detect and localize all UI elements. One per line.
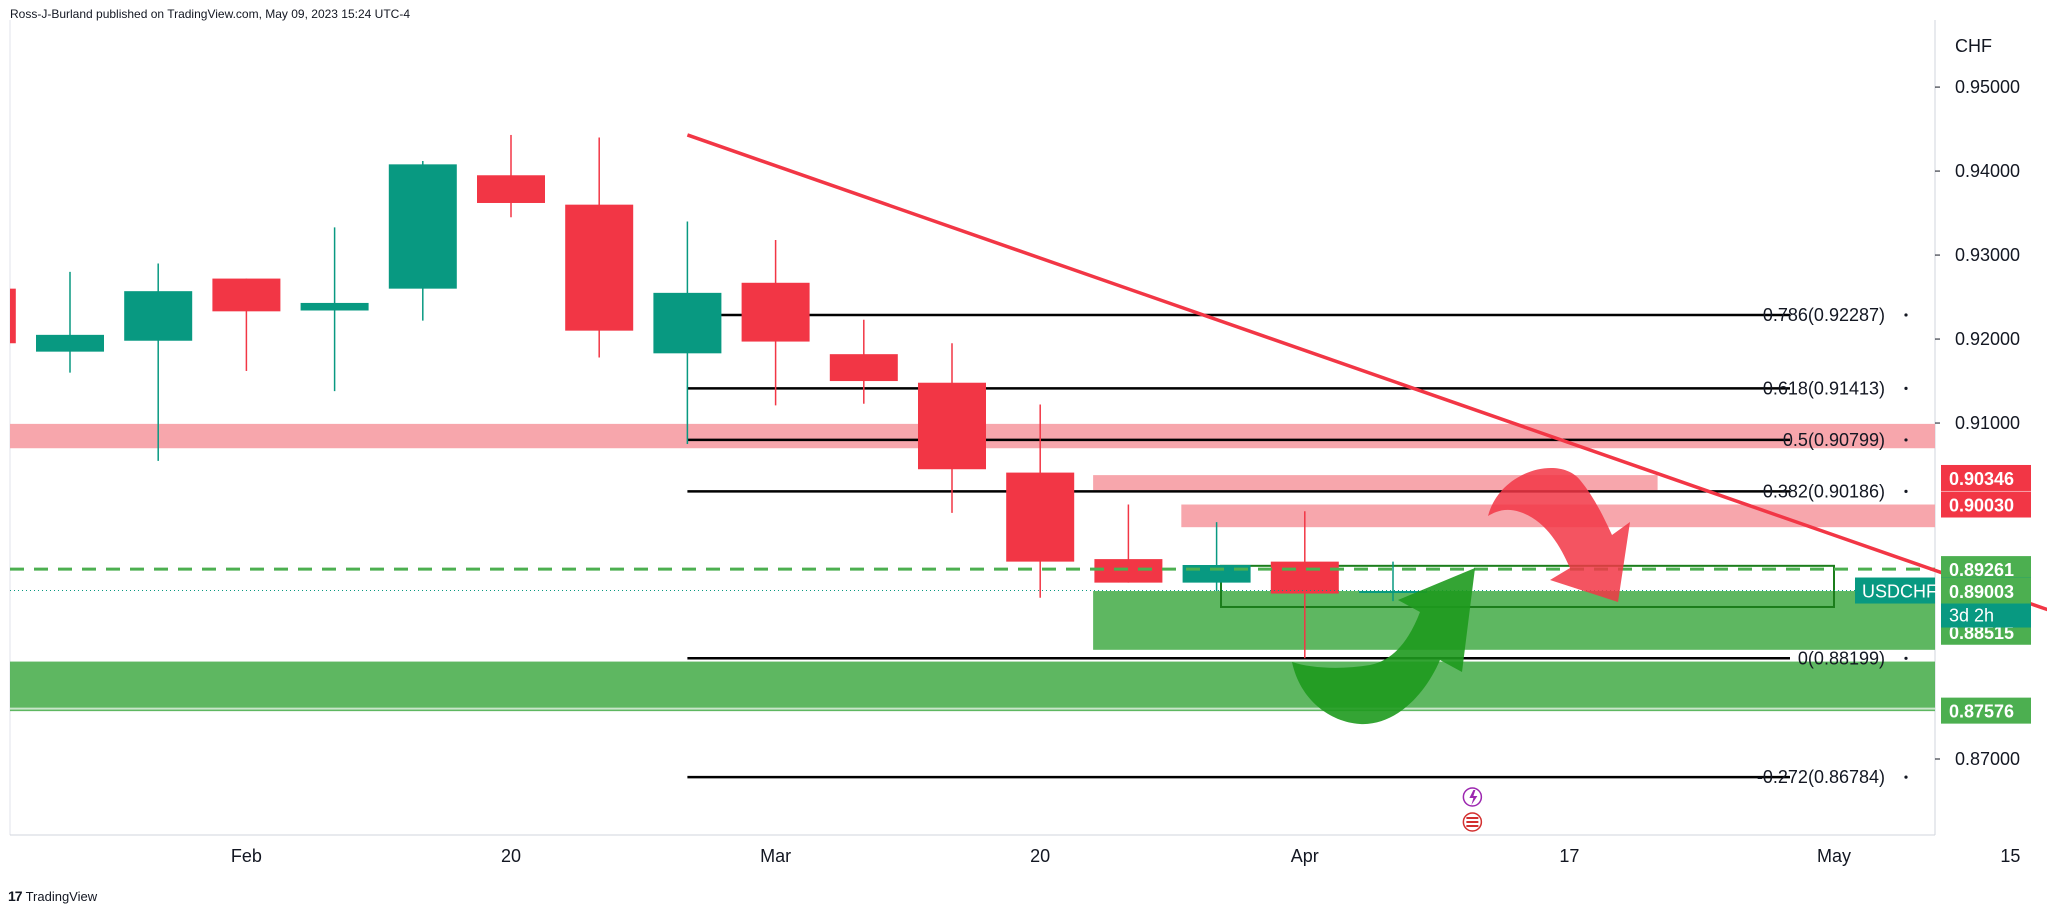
symbol-tag (1855, 577, 1935, 604)
candle-4[interactable] (300, 227, 369, 392)
candle-body (741, 282, 810, 342)
candle-body (829, 354, 898, 382)
symbol-tag-label: USDCHF (1862, 582, 1937, 602)
x-tick-label-5: 17 (1559, 846, 1579, 866)
candle-body (918, 382, 986, 470)
candle-body (477, 175, 545, 203)
price-badge-1 (1941, 491, 2031, 518)
tradingview-mark-icon: 17 (8, 888, 23, 904)
bullish-curved-arrow-icon[interactable] (1292, 568, 1475, 725)
candle-8[interactable] (653, 221, 722, 445)
x-tick-label-6: May (1817, 846, 1851, 866)
y-tick-label-3: 0.92000 (1955, 329, 2020, 349)
y-tick-label-0: 0.95000 (1955, 77, 2020, 97)
candle-1[interactable] (36, 271, 104, 373)
candle-10[interactable] (829, 319, 898, 404)
x-tick-label-3: 20 (1030, 846, 1050, 866)
fibonacci-levels[interactable]: 0.786(0.92287) 0.618(0.91413) 0.5(0.90799)… (686, 305, 1908, 787)
candle-body (1006, 472, 1075, 562)
x-tick-label-4: Apr (1291, 846, 1319, 866)
countdown-label: 3d 2h (1949, 606, 1994, 626)
bearish-curved-arrow-icon[interactable] (1488, 467, 1630, 602)
candle-12[interactable] (1006, 404, 1075, 598)
candle-3[interactable] (212, 278, 281, 371)
x-tick-label-1: 20 (501, 846, 521, 866)
price-badge-label-5: 0.88515 (1949, 623, 2014, 643)
flag-stripe-2 (1466, 821, 1479, 823)
candle-body (1270, 561, 1339, 594)
support-zone-1 (1093, 591, 1935, 650)
axes: CHF 0.95000 0.94000 0.93000 0.92000 0.91000 0.… (231, 36, 2021, 866)
tradingview-logo[interactable]: 17 TradingView (8, 888, 97, 904)
fib-label-3: 0.382(0.90186) (1763, 481, 1885, 501)
price-badge-label-2: 0.89261 (1949, 560, 2014, 580)
fib-label-5: -0.272(0.86784) (1757, 767, 1885, 787)
candles[interactable] (0, 134, 1427, 659)
price-badge-4 (1941, 577, 2031, 604)
candle-14[interactable] (1182, 522, 1251, 592)
fib-dot-1 (1904, 386, 1908, 390)
descending-trendline[interactable] (686, 133, 2047, 704)
fib-dot-3 (1904, 489, 1908, 494)
price-badge-0 (1941, 464, 2031, 491)
flag-stripe-3 (1466, 825, 1479, 827)
fib-label-1: 0.618(0.91413) (1763, 378, 1885, 398)
candle-body (388, 164, 457, 289)
y-tick-label-1: 0.94000 (1955, 161, 2020, 181)
support-zone-2 (10, 661, 1935, 712)
annotation-overlay[interactable] (10, 133, 2047, 832)
candle-body (653, 292, 722, 354)
candle-2[interactable] (124, 263, 193, 461)
flag-stripe-1 (1466, 817, 1479, 819)
candle-body (124, 291, 193, 341)
fib-label-4: 0(0.88199) (1798, 648, 1885, 668)
publisher-header: Ross-J-Burland published on TradingView.… (10, 7, 410, 21)
currency-axis-label: CHF (1955, 36, 1992, 56)
zone-layer (10, 423, 1935, 712)
candle-7[interactable] (565, 137, 634, 358)
tradingview-brand-label: TradingView (25, 888, 98, 904)
candle-16[interactable] (1359, 561, 1427, 602)
candle-body (212, 278, 281, 312)
price-badge-6 (1941, 697, 2031, 724)
candle-0[interactable] (0, 284, 16, 344)
candle-body (300, 302, 369, 311)
fib-dot-2 (1904, 438, 1908, 442)
consolidation-box (1220, 564, 1835, 608)
price-badge-label-4: 0.89003 (1949, 582, 2014, 602)
candle-body (10, 288, 16, 344)
price-badge-label-6: 0.87576 (1949, 702, 2014, 722)
candle-6[interactable] (477, 134, 545, 218)
candle-body (565, 204, 634, 331)
fib-label-0: 0.786(0.92287) (1763, 305, 1885, 325)
price-badge-label-1: 0.90030 (1949, 496, 2014, 516)
price-badges: 0.903460.900300.892610.890060.890030.885… (1855, 464, 2031, 724)
y-tick-label-5: 0.87000 (1955, 749, 2020, 769)
y-tick-label-2: 0.93000 (1955, 245, 2020, 265)
x-tick-label-2: Mar (760, 846, 791, 866)
candle-5[interactable] (388, 160, 457, 321)
candle-body (1094, 559, 1163, 583)
candle-15[interactable] (1270, 511, 1339, 659)
x-tick-label-0: Feb (231, 846, 262, 866)
candle-13[interactable] (1094, 504, 1163, 583)
candle-11[interactable] (918, 343, 986, 513)
candle-9[interactable] (741, 239, 810, 406)
y-tick-label-4: 0.91000 (1955, 413, 2020, 433)
countdown-badge (1941, 603, 2031, 628)
fib-label-2: 0.5(0.90799) (1783, 430, 1885, 450)
lightning-icon (1469, 790, 1478, 805)
candle-body (36, 334, 104, 352)
candle-body (1359, 591, 1427, 594)
fib-dot-0 (1904, 313, 1908, 317)
x-tick-label-7: 15 (2000, 846, 2020, 866)
fib-dot-5 (1904, 775, 1908, 779)
fib-dot-4 (1904, 656, 1908, 660)
price-badge-label-0: 0.90346 (1949, 469, 2014, 489)
